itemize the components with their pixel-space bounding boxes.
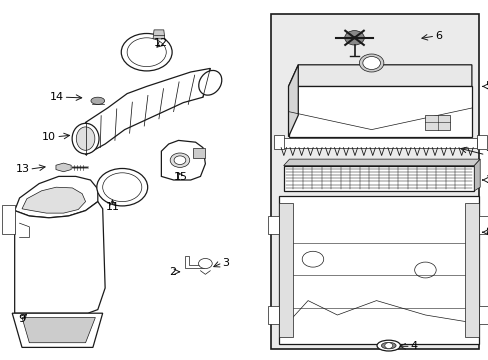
Text: 7: 7 [485,150,488,160]
Polygon shape [283,166,473,191]
Text: 10: 10 [42,132,56,142]
Ellipse shape [72,123,99,154]
Text: 12: 12 [154,38,168,48]
Polygon shape [184,256,204,268]
Text: 1: 1 [485,175,488,185]
Circle shape [344,31,364,45]
Circle shape [384,343,392,348]
Polygon shape [267,216,278,234]
Polygon shape [153,30,164,39]
Text: 15: 15 [174,172,187,182]
Polygon shape [56,163,71,172]
Polygon shape [478,306,488,324]
Circle shape [414,262,435,278]
Ellipse shape [376,340,400,351]
Text: 2: 2 [168,267,176,277]
Circle shape [174,156,185,165]
Ellipse shape [91,97,104,104]
Polygon shape [425,115,449,130]
Ellipse shape [76,127,95,150]
Text: 8: 8 [485,227,488,237]
Text: 3: 3 [222,258,229,268]
Text: 9: 9 [19,314,25,324]
Text: 4: 4 [410,341,417,351]
Bar [271,14,478,349]
Circle shape [362,57,380,69]
Polygon shape [273,135,283,149]
Circle shape [302,251,323,267]
Circle shape [198,258,212,269]
Text: 6: 6 [434,31,441,41]
Polygon shape [278,196,478,344]
Circle shape [97,168,147,206]
Polygon shape [2,205,15,234]
Polygon shape [473,159,479,191]
Ellipse shape [381,342,395,349]
Polygon shape [281,138,476,148]
Polygon shape [22,318,95,343]
Polygon shape [288,65,298,137]
Circle shape [121,33,172,71]
Polygon shape [464,203,478,337]
Circle shape [359,54,383,72]
Polygon shape [161,140,205,180]
Polygon shape [288,65,471,86]
Polygon shape [278,203,293,337]
Polygon shape [267,306,278,324]
Text: 11: 11 [105,202,119,212]
Circle shape [127,38,166,67]
Ellipse shape [198,71,222,95]
Text: 5: 5 [485,81,488,91]
Polygon shape [476,135,486,149]
Polygon shape [283,159,479,166]
Polygon shape [478,216,488,234]
Circle shape [170,153,189,167]
Polygon shape [85,68,210,155]
Polygon shape [288,86,471,137]
Polygon shape [15,202,105,313]
Polygon shape [193,148,205,158]
Polygon shape [22,187,85,213]
Polygon shape [12,313,102,347]
Text: 13: 13 [15,164,29,174]
Text: 14: 14 [49,92,63,102]
Polygon shape [15,176,98,218]
Circle shape [102,173,142,202]
